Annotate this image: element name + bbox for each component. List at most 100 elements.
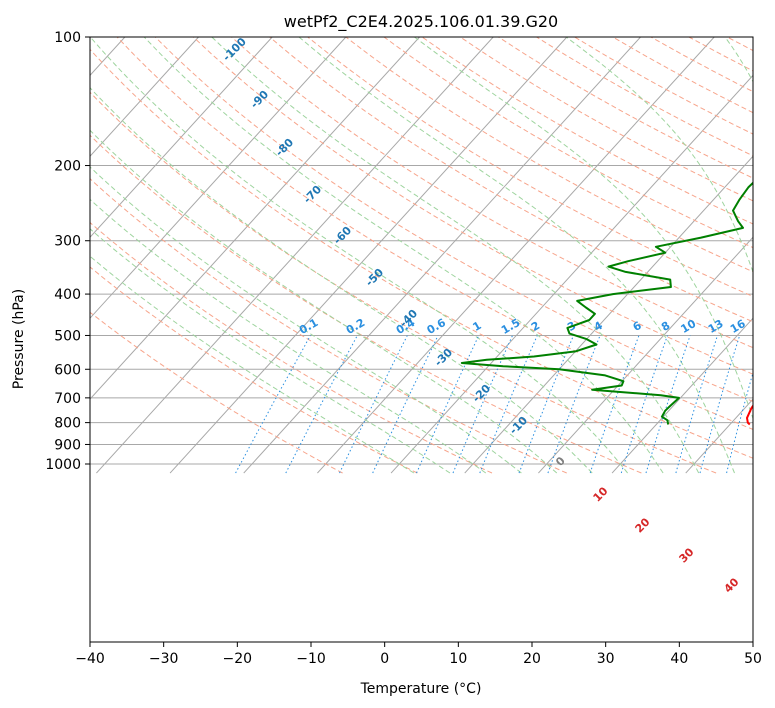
dry-adiabat-label: 30 (677, 545, 697, 565)
dry-adiabat-line (90, 91, 717, 474)
moist-adiabat-line (414, 37, 753, 421)
x-tick-label: 0 (380, 651, 389, 667)
x-tick-label: −40 (75, 651, 105, 667)
dry-adiabat-line (688, 37, 753, 72)
dry-adiabat-line (498, 37, 753, 179)
dry-adiabat-label: 20 (633, 515, 653, 535)
mixing-ratio-line (235, 335, 311, 474)
dry-adiabat-label: 0 (553, 454, 568, 469)
moist-adiabat-line (90, 228, 451, 474)
x-tick-label: 50 (744, 651, 762, 667)
x-tick-label: −30 (149, 651, 179, 667)
isotherm-line (390, 74, 753, 474)
isotherm-line (0, 37, 51, 473)
mixing-ratio-label: 13 (706, 317, 726, 336)
mixing-ratio-line (675, 335, 718, 474)
mixing-ratio-line (726, 370, 753, 474)
isotherm-line (90, 37, 126, 77)
y-tick-label: 500 (54, 328, 81, 344)
moist-adiabat-line (90, 166, 522, 474)
y-axis-label: Pressure (hPa) (11, 289, 27, 389)
isopleth-labels: 0.10.20.40.611.52346810131620253036-100-… (220, 35, 753, 596)
dewpoint-profile-line (460, 181, 753, 425)
mixing-ratio-line (479, 335, 538, 474)
x-tick-label: −20 (223, 651, 253, 667)
dry-adiabat-line (90, 221, 493, 474)
dry-adiabat-label: 40 (722, 575, 742, 595)
y-tick-label: 400 (54, 287, 81, 303)
dry-adiabat-line (765, 37, 775, 473)
mixing-ratio-line (452, 335, 513, 474)
mixing-ratio-label: 0.2 (344, 316, 367, 337)
x-tick-label: −10 (296, 651, 326, 667)
x-tick-label: 10 (449, 651, 467, 667)
isotherm-line (90, 37, 420, 400)
dry-adiabat-line (383, 37, 753, 249)
isotherm-line (759, 37, 775, 473)
dry-adiabat-line (90, 266, 418, 474)
dry-adiabat-line (90, 311, 343, 474)
mixing-ratio-line (754, 336, 775, 474)
dry-adiabat-line (345, 37, 753, 273)
moist-adiabat-line (298, 37, 735, 474)
mixing-ratio-label: 0.1 (297, 316, 320, 337)
dry-adiabat-label: 10 (591, 484, 611, 504)
mixing-ratio-line (589, 335, 640, 474)
moist-adiabat-line (724, 37, 753, 83)
background-grid (0, 37, 775, 474)
mixing-ratio-label: 6 (631, 319, 644, 334)
isotherm-line (317, 37, 715, 474)
dry-adiabat-line (231, 37, 753, 349)
mixing-ratio-line (416, 335, 480, 474)
dry-adiabat-label: -100 (220, 35, 249, 64)
mixing-ratio-label: 10 (679, 317, 699, 336)
plot-frame (89, 36, 754, 643)
isotherm-line (685, 398, 753, 474)
moist-adiabat-line (90, 198, 487, 474)
dry-adiabat-line (154, 37, 753, 403)
dry-adiabat-line (307, 37, 753, 298)
x-axis-label: Temperature (°C) (360, 681, 482, 697)
dry-adiabat-line (90, 134, 642, 474)
dry-adiabat-label: -90 (248, 88, 271, 111)
mixing-ratio-label: 2 (529, 319, 542, 334)
x-tick-label: 40 (670, 651, 688, 667)
isotherm-line (96, 37, 494, 474)
dry-adiabat-label: -70 (301, 183, 324, 206)
dry-adiabat-label: -50 (363, 266, 386, 289)
moist-adiabat-line (90, 129, 558, 474)
y-tick-label: 200 (54, 159, 81, 175)
mixing-ratio-line (699, 335, 741, 474)
dry-adiabat-line (90, 178, 567, 474)
mixing-ratio-label: 1 (470, 319, 483, 334)
mixing-ratio-line (518, 335, 574, 474)
y-tick-label: 100 (54, 30, 81, 46)
isotherm-line (90, 37, 347, 319)
mixing-ratio-line (645, 335, 691, 474)
temperature-profile-line (746, 404, 753, 426)
dry-adiabat-label: -80 (273, 136, 296, 159)
moist-adiabat-line (90, 37, 628, 474)
dry-adiabat-line (90, 48, 753, 459)
dry-adiabat-label: -20 (470, 382, 493, 405)
isotherm-line (169, 37, 568, 474)
axes: −40 −30 −20 −10 0 10 20 30 40 5010020030040050060… (45, 30, 762, 667)
mixing-ratio-label: 8 (659, 319, 672, 334)
y-tick-label: 800 (54, 416, 81, 432)
x-tick-label: 30 (597, 651, 615, 667)
y-tick-label: 300 (54, 234, 81, 250)
dry-adiabat-label: -10 (507, 414, 530, 437)
isotherm-line (611, 317, 753, 474)
y-tick-label: 1000 (45, 457, 81, 473)
y-tick-label: 900 (54, 437, 81, 453)
y-tick-label: 700 (54, 391, 81, 407)
chart-title: wetPf2_C2E4.2025.106.01.39.G20 (284, 12, 558, 32)
mixing-ratio-line (372, 335, 439, 474)
profiles (460, 181, 753, 426)
isotherm-line (90, 37, 273, 238)
y-tick-label: 600 (54, 362, 81, 378)
dry-adiabat-line (192, 37, 753, 375)
moist-adiabat-line (211, 37, 700, 474)
isotherm-line (538, 236, 753, 474)
